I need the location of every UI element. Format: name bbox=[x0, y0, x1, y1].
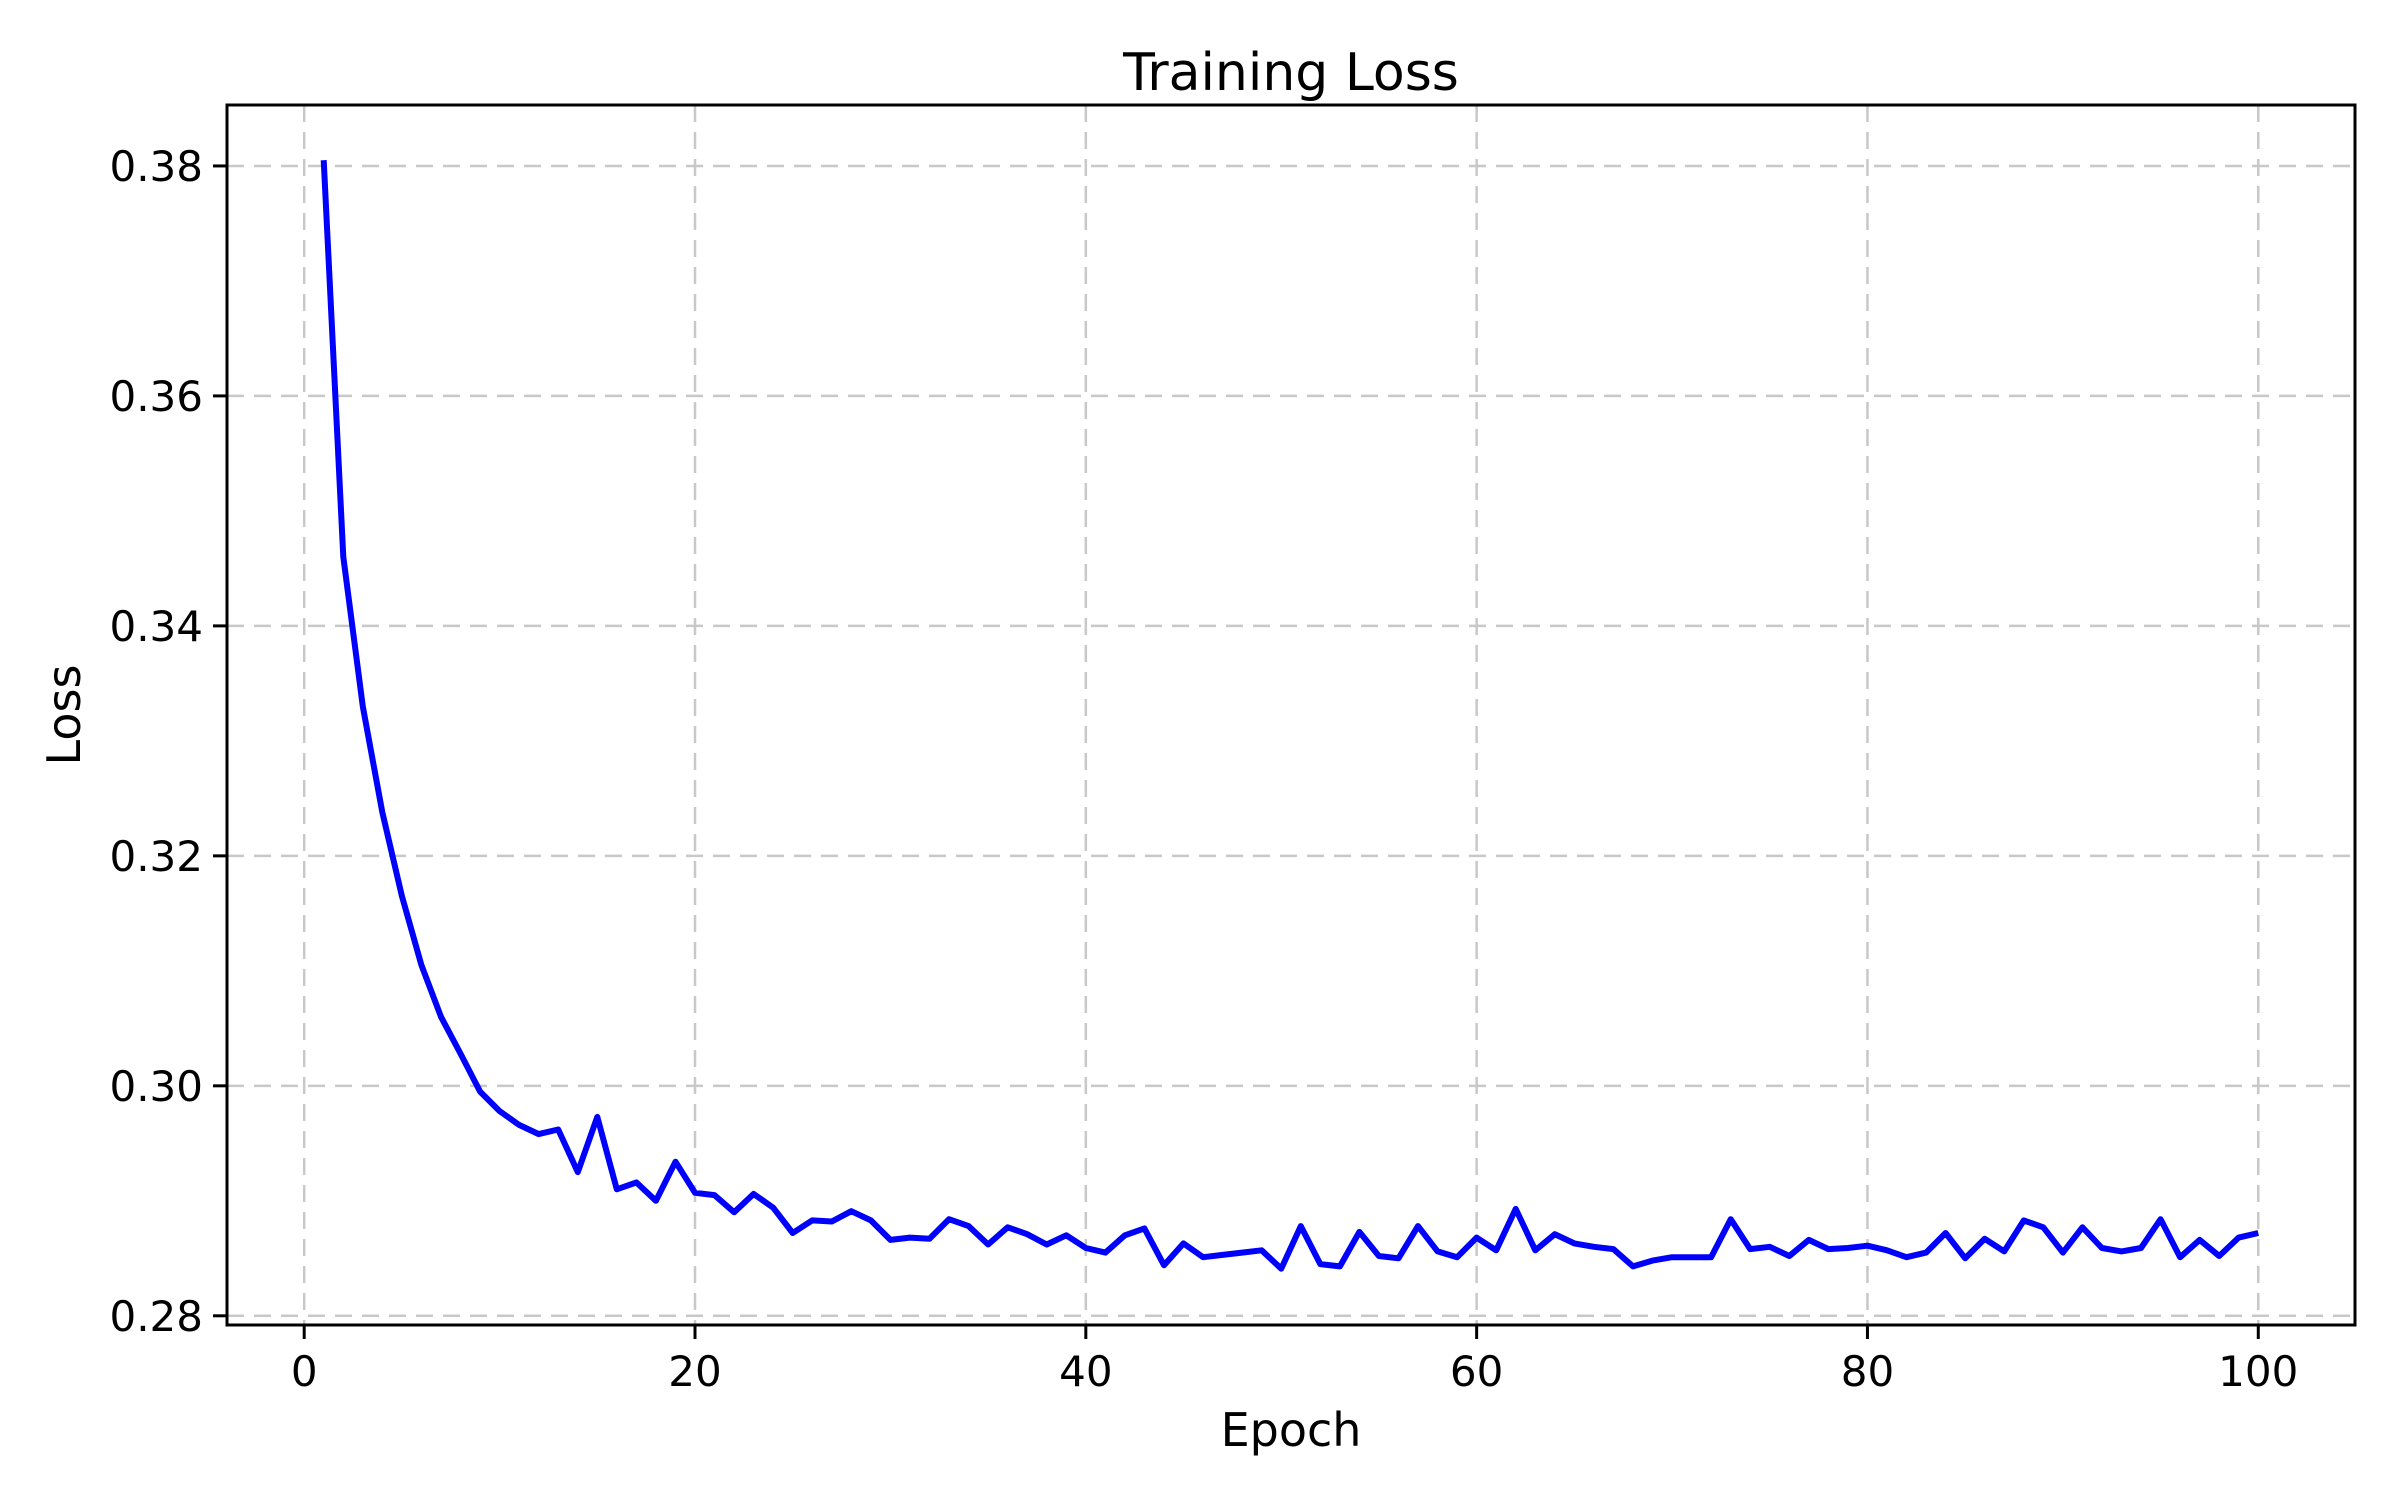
y-tick-label: 0.38 bbox=[109, 142, 203, 191]
y-tick-label: 0.32 bbox=[109, 832, 203, 881]
y-axis-label: Loss bbox=[37, 665, 91, 766]
y-tick-label: 0.34 bbox=[109, 602, 203, 651]
y-tick-label: 0.36 bbox=[109, 372, 203, 421]
x-tick-label: 0 bbox=[291, 1347, 318, 1396]
axes-spines bbox=[225, 103, 2357, 1327]
chart-title: Training Loss bbox=[1122, 43, 1459, 103]
x-tick-label: 100 bbox=[2218, 1347, 2298, 1396]
y-tick-label: 0.30 bbox=[109, 1062, 203, 1111]
x-tick-label: 40 bbox=[1059, 1347, 1112, 1396]
loss-line-series bbox=[320, 160, 2259, 1272]
tick-labels: 0 20 40 60 80 100 0.28 0.30 0.32 0.34 0.36 0.38 bbox=[109, 142, 2298, 1396]
x-tick-label: 20 bbox=[668, 1347, 721, 1396]
y-tick-label: 0.28 bbox=[109, 1292, 203, 1341]
plot-area bbox=[227, 105, 2355, 1325]
gridlines bbox=[227, 105, 2355, 1325]
tick-marks bbox=[213, 164, 2260, 1339]
x-tick-label: 60 bbox=[1450, 1347, 1503, 1396]
x-tick-label: 80 bbox=[1841, 1347, 1894, 1396]
x-axis-label: Epoch bbox=[1221, 1403, 1362, 1457]
